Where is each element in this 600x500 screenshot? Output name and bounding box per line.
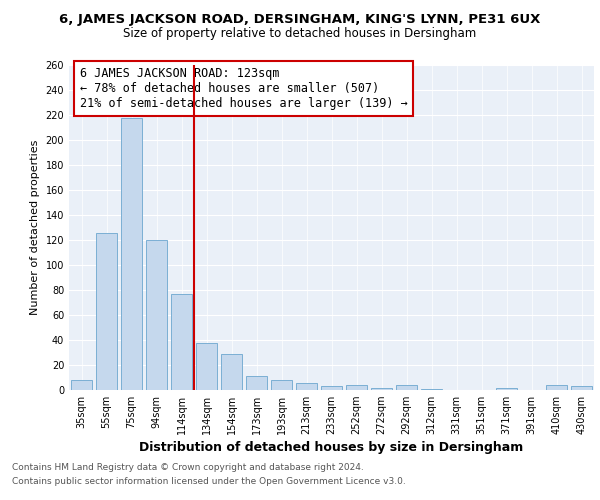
Y-axis label: Number of detached properties: Number of detached properties [30,140,40,315]
Bar [321,386,342,390]
Bar [246,376,267,390]
Text: Contains HM Land Registry data © Crown copyright and database right 2024.: Contains HM Land Registry data © Crown c… [12,464,364,472]
Bar [196,342,217,390]
X-axis label: Distribution of detached houses by size in Dersingham: Distribution of detached houses by size … [139,442,524,454]
Bar [71,380,92,390]
Text: 6 JAMES JACKSON ROAD: 123sqm
← 78% of detached houses are smaller (507)
21% of s: 6 JAMES JACKSON ROAD: 123sqm ← 78% of de… [79,66,407,110]
Bar [546,385,567,390]
Bar [421,389,442,390]
Text: Contains public sector information licensed under the Open Government Licence v3: Contains public sector information licen… [12,477,406,486]
Bar [296,382,317,390]
Bar [96,232,117,390]
Text: Size of property relative to detached houses in Dersingham: Size of property relative to detached ho… [124,28,476,40]
Bar [346,385,367,390]
Bar [171,294,192,390]
Bar [571,386,592,390]
Bar [146,240,167,390]
Bar [271,380,292,390]
Bar [371,388,392,390]
Bar [121,118,142,390]
Text: 6, JAMES JACKSON ROAD, DERSINGHAM, KING'S LYNN, PE31 6UX: 6, JAMES JACKSON ROAD, DERSINGHAM, KING'… [59,12,541,26]
Bar [396,385,417,390]
Bar [496,388,517,390]
Bar [221,354,242,390]
